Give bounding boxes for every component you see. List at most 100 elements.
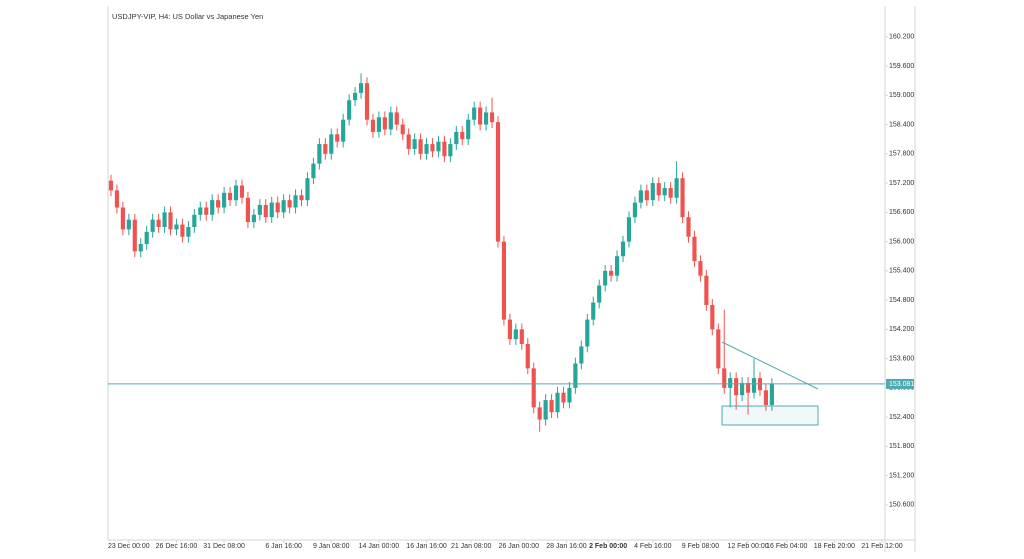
candle-body [132,219,137,252]
candle-body [198,207,203,215]
candle-body [716,329,721,369]
candle-body [650,183,655,201]
candle-body [394,112,399,125]
candle-body [275,202,280,213]
candle-body [233,185,239,201]
x-tick-label: 16 Jan 16:00 [406,543,447,550]
candle-body [144,231,149,245]
candle-body [710,304,715,330]
x-tick-label: 2 Feb 00:00 [589,543,627,550]
y-tick-label: 156.000 [889,238,914,245]
candle-body [162,212,167,227]
candle-body [245,197,251,223]
x-tick-label: 31 Dec 08:00 [203,543,245,550]
candle-body [174,224,179,230]
candle-body [519,329,524,344]
y-tick-label: 151.200 [889,472,914,479]
candle-body [728,378,733,388]
candle-body [108,180,114,191]
candle-body [406,134,411,149]
candle-body [704,275,709,305]
candle-body [722,368,727,388]
candle-body [114,190,120,208]
candle-body [769,383,774,405]
candle-body [418,139,423,154]
candle-body [614,256,620,276]
candle-body [126,219,131,230]
candle-body [299,195,304,201]
y-tick-label: 151.800 [889,443,914,450]
y-tick-label: 154.200 [889,326,914,333]
candle-body [412,139,417,149]
candle-body [489,112,495,123]
candle-body [483,112,489,125]
candle-body [478,107,483,125]
candle-body [370,119,376,132]
candle-body [573,363,578,388]
candle-body [603,270,608,286]
candle-body [400,124,405,135]
candle-body [656,183,661,196]
candle-body [698,261,703,276]
candle-body [734,378,739,396]
x-tick-label: 9 Feb 08:00 [682,543,719,550]
y-tick-label: 160.200 [889,34,914,41]
candle-body [388,112,393,130]
candle-body [466,119,471,140]
candle-body [281,200,286,213]
candle-body [186,226,191,237]
candle-body [567,387,572,403]
x-tick-label: 4 Feb 16:00 [634,543,671,550]
candle-body [460,131,465,140]
candle-body [168,212,173,230]
x-tick-label: 26 Dec 16:00 [156,543,198,550]
candle-body [353,92,358,101]
candle-body [347,100,352,120]
candle-body [287,200,292,208]
candle-body [442,141,447,157]
candle-body [561,392,566,403]
candle-body [763,390,769,405]
candle-body [686,217,691,237]
candle-body [192,214,197,227]
candle-body [180,224,185,237]
candle-body [751,378,757,393]
chart-title: USDJPY-VIP, H4: US Dollar vs Japanese Ye… [112,12,263,21]
candle-body [513,329,518,340]
y-tick-label: 159.600 [889,63,914,70]
candle-body [251,214,256,223]
candle-body [150,219,155,232]
y-tick-label: 157.200 [889,180,914,187]
candle-body [156,219,161,227]
x-tick-label: 18 Feb 20:00 [814,543,855,550]
candle-body [543,400,548,420]
x-tick-label: 21 Feb 12:00 [861,543,902,550]
y-tick-label: 155.400 [889,268,914,275]
candle-body [579,346,584,364]
x-tick-label: 9 Jan 08:00 [313,543,350,550]
x-tick-label: 23 Dec 00:00 [108,543,150,550]
price-label: 153.081 [889,381,914,388]
candle-body [227,192,233,201]
y-tick-label: 157.800 [889,151,914,158]
candle-body [620,241,626,257]
candle-body [525,343,530,369]
candle-body [335,134,340,142]
candle-body [448,144,453,157]
candle-body [311,163,316,179]
y-tick-label: 159.000 [889,92,914,99]
candle-body [585,319,590,347]
candle-body [293,195,298,208]
x-tick-label: 16 Feb 04:00 [766,543,807,550]
candle-body [632,202,638,218]
axes: 160.200 159.600 159.000 158.400 157.800 157.2… [108,34,914,550]
candle-body [692,236,697,262]
candle-body [204,207,209,215]
candle-body [263,205,268,218]
candle-body [341,119,346,142]
x-tick-label: 14 Jan 00:00 [359,543,400,550]
y-tick-label: 154.800 [889,297,914,304]
x-tick-label: 26 Jan 00:00 [499,543,540,550]
